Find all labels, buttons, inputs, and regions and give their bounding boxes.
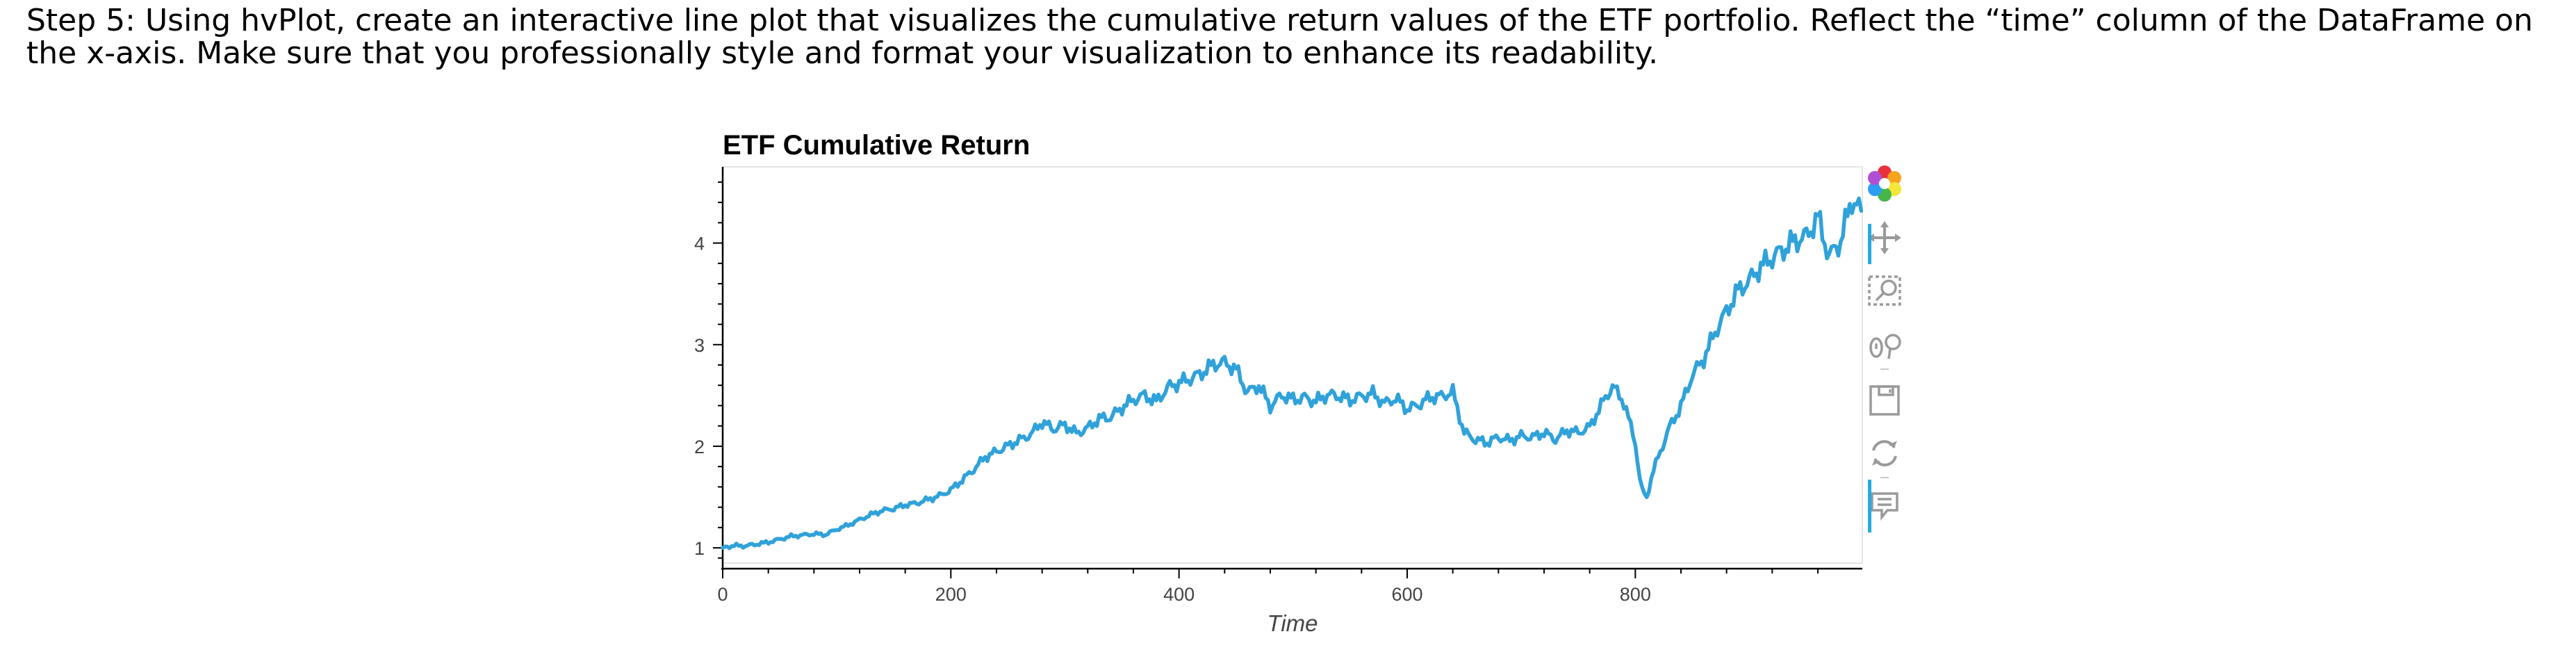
hover-icon[interactable] (1871, 492, 1898, 521)
pan-active-indicator (1868, 224, 1871, 264)
x-tick-label: 0 (717, 584, 728, 605)
x-tick-label: 200 (935, 584, 967, 605)
reset-icon[interactable] (1872, 440, 1897, 466)
y-axis: 1 2 3 4 (694, 167, 724, 570)
x-tick-label: 600 (1391, 584, 1422, 605)
y-tick-label: 1 (694, 538, 705, 559)
cumulative-return-line[interactable] (721, 196, 1864, 551)
box-zoom-icon[interactable] (1868, 275, 1901, 306)
reset-separator (1880, 477, 1889, 478)
chart-title: ETF Cumulative Return (723, 130, 1030, 161)
wheel-zoom-icon[interactable] (1869, 334, 1901, 359)
x-axis: 0 200 400 600 800 (717, 567, 1862, 605)
wheel-zoom-separator (1880, 368, 1889, 370)
x-tick-label: 400 (1163, 584, 1195, 605)
plot-toolbar (1868, 165, 1901, 533)
hover-active-indicator (1868, 480, 1871, 533)
instruction-text: Step 5: Using hvPlot, create an interact… (26, 3, 2533, 71)
plot-frame[interactable] (722, 166, 1863, 564)
x-tick-label: 800 (1620, 584, 1651, 605)
save-icon[interactable] (1869, 385, 1900, 416)
y-tick-label: 3 (694, 335, 705, 356)
y-tick-label: 2 (694, 437, 705, 457)
pan-icon[interactable] (1868, 221, 1901, 254)
x-axis-label: Time (1267, 610, 1318, 636)
bokeh-logo-icon[interactable] (1868, 165, 1901, 202)
y-tick-label: 4 (694, 234, 705, 254)
